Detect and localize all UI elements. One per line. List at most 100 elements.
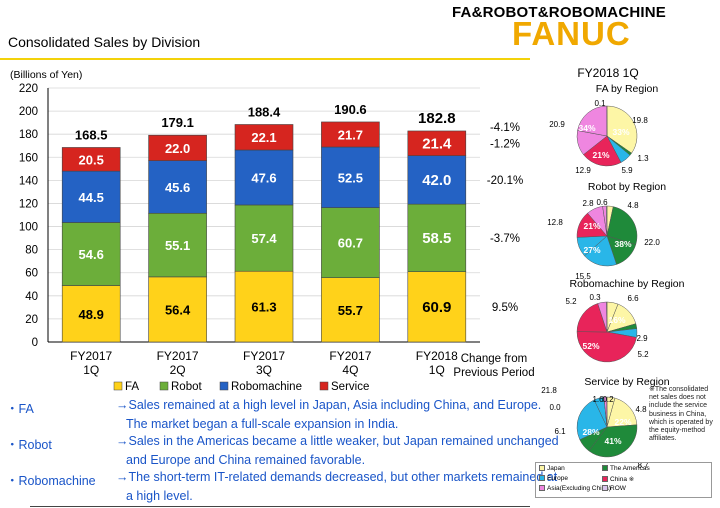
- region-swatch: [539, 465, 545, 472]
- bar-segment-service: [148, 134, 207, 161]
- legend-label-service: Service: [331, 381, 369, 393]
- change-value: -3.7%: [490, 233, 520, 245]
- bar-segment-service: [61, 147, 121, 172]
- bar-segment-fa: [148, 276, 207, 343]
- bar-value-label: 22.1: [251, 130, 276, 145]
- region-swatch: [602, 485, 608, 492]
- bar-segment-service: [321, 121, 380, 148]
- change-header: Change from: [461, 353, 527, 365]
- pie-inner-label: 52%: [582, 341, 599, 351]
- bar-total-label: 179.1: [161, 115, 194, 130]
- y-tick-label: 40: [25, 291, 38, 303]
- pie-slice: [606, 105, 638, 154]
- pie-outer-label: 12.8: [547, 218, 563, 227]
- pie-slice: [606, 301, 608, 333]
- pie-slice: [606, 206, 638, 245]
- pie-outer-label: 20.9: [549, 120, 565, 129]
- pie-outer-label: 0.1: [594, 99, 606, 108]
- pie-inner-label: 34%: [578, 123, 595, 133]
- x-tick-label: FY2017: [157, 349, 199, 363]
- pie-outer-label: 0.0: [549, 403, 561, 412]
- x-tick-label: FY2017: [329, 349, 371, 363]
- pie-outer-label: 6.6: [627, 294, 639, 303]
- y-tick-label: 60: [25, 268, 38, 280]
- pie-outer-label: 21.8: [541, 386, 557, 395]
- legend-swatch-robot: [159, 381, 169, 391]
- brand-tagline: FA&ROBOT&ROBOMACHINE: [452, 4, 666, 21]
- legend-label-robomachine: Robomachine: [231, 381, 302, 393]
- bullet-robomachine-line1: →The short-term IT-related demands decre…: [116, 470, 558, 484]
- pie-title: Service by Region: [584, 376, 669, 388]
- bar-value-label: 48.9: [79, 307, 104, 322]
- pie-inner-label: 22%: [614, 417, 631, 427]
- pie-outer-label: 2.8: [582, 199, 594, 208]
- x-tick-label: FY2017: [243, 349, 285, 363]
- bar-segment-robot: [321, 207, 380, 278]
- pie-slice: [576, 331, 637, 363]
- pie-outer-label: 22.0: [644, 238, 660, 247]
- bullet-fa-line2: The market began a full-scale expansion …: [126, 417, 399, 431]
- pie-slice: [576, 303, 608, 333]
- x-tick-label: 1Q: [429, 363, 445, 377]
- pie-outer-label: 4.8: [627, 201, 639, 210]
- pie-outer-label: 6.1: [554, 427, 566, 436]
- pie-outer-label: 2.9: [636, 334, 648, 343]
- legend-label-robot: Robot: [171, 381, 202, 393]
- bar-value-label: 60.7: [338, 236, 363, 251]
- bar-value-label: 21.7: [338, 127, 363, 142]
- pie-inner-label: 21%: [583, 221, 600, 231]
- x-tick-label: FY2018: [416, 349, 458, 363]
- bar-segment-robomachine: [234, 149, 294, 206]
- bar-segment-robot: [61, 222, 121, 286]
- pie-inner-label: 33%: [612, 127, 629, 137]
- pie-outer-label: 0.2: [602, 395, 614, 404]
- x-tick-label: FY2017: [70, 349, 112, 363]
- brand-logo: FANUC: [512, 15, 631, 52]
- change-header: Previous Period: [453, 367, 534, 379]
- bar-total-label: 168.5: [75, 127, 108, 142]
- region-swatch: [539, 485, 545, 492]
- pie-slice: [576, 399, 608, 441]
- pie-inner-label: 28%: [582, 427, 599, 437]
- bar-segment-fa: [61, 285, 121, 343]
- pie-outer-label: 12.9: [575, 166, 591, 175]
- bullet-robot-line2: and Europe and China remained favorable.: [126, 453, 366, 467]
- legend-swatch-fa: [113, 381, 123, 391]
- bar-segment-fa: [407, 271, 467, 343]
- y-tick-label: 20: [25, 314, 38, 326]
- pie-outer-label: 5.2: [565, 297, 577, 306]
- bar-segment-robomachine: [321, 146, 380, 208]
- bullet-robomachine-name: ・Robomachine: [6, 474, 96, 488]
- pie-inner-label: 21%: [592, 150, 609, 160]
- region-label: Asia(Excluding China): [547, 485, 611, 492]
- pie-title: Robot by Region: [588, 181, 666, 193]
- bar-value-label: 56.4: [165, 302, 191, 317]
- change-value: -20.1%: [487, 175, 523, 187]
- pies-header: FY2018 1Q: [577, 66, 638, 80]
- bar-total-label: 182.8: [418, 110, 456, 127]
- x-tick-label: 4Q: [342, 363, 358, 377]
- pie-inner-label: 27%: [583, 245, 600, 255]
- region-legend-china: China ※: [602, 475, 634, 483]
- bar-segment-fa: [234, 270, 294, 343]
- region-legend-asia: Asia(Excluding China): [539, 485, 611, 492]
- bar-segment-fa: [321, 277, 380, 343]
- y-axis-label: (Billions of Yen): [10, 69, 82, 81]
- bottom-divider: [30, 506, 530, 507]
- y-tick-label: 120: [19, 198, 38, 210]
- bar-value-label: 55.7: [338, 303, 363, 318]
- bar-segment-service: [407, 130, 467, 156]
- x-tick-label: 2Q: [170, 363, 186, 377]
- y-tick-label: 180: [19, 129, 38, 141]
- x-tick-label: 1Q: [83, 363, 99, 377]
- region-swatch: [602, 476, 608, 483]
- y-tick-label: 0: [32, 337, 38, 349]
- bar-value-label: 44.5: [79, 190, 104, 205]
- bar-value-label: 42.0: [422, 172, 451, 189]
- pie-outer-label: 1.3: [637, 154, 649, 163]
- bar-segment-robot: [407, 203, 467, 272]
- pie-outer-label: 0.3: [589, 293, 601, 302]
- pie-outer-label: 15.5: [575, 272, 591, 281]
- bar-value-label: 61.3: [251, 300, 276, 315]
